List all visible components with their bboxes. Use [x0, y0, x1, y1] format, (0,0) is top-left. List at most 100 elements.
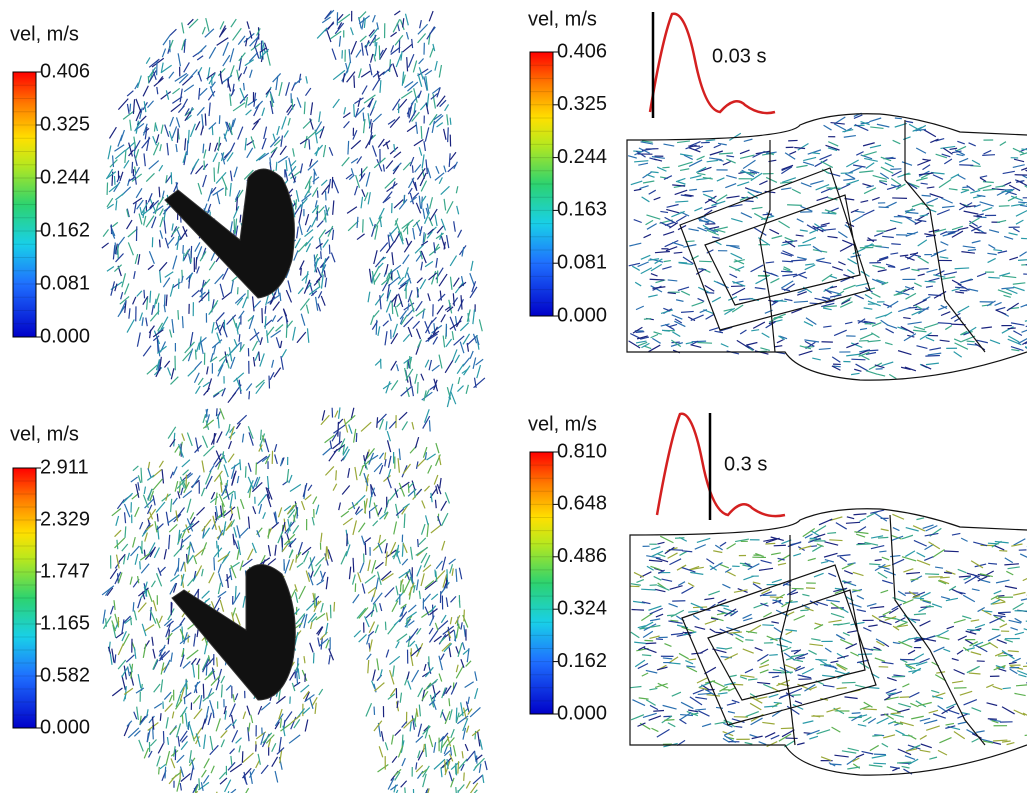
velocity-vector	[423, 594, 431, 603]
velocity-vector	[263, 512, 266, 519]
velocity-vector	[118, 237, 124, 246]
velocity-vector	[386, 421, 387, 430]
velocity-vector	[464, 625, 466, 637]
velocity-vector	[138, 254, 140, 265]
velocity-vector	[153, 659, 158, 670]
velocity-vector	[253, 357, 254, 366]
velocity-vector	[246, 97, 248, 108]
velocity-vector	[197, 107, 204, 115]
velocity-vector	[180, 89, 182, 103]
velocity-vector	[247, 148, 253, 158]
velocity-vector	[697, 678, 707, 683]
velocity-vector	[872, 265, 885, 268]
velocity-vector	[253, 296, 254, 311]
velocity-vector	[822, 274, 832, 281]
velocity-vector	[390, 542, 396, 556]
velocity-vector	[368, 660, 369, 673]
velocity-vector	[665, 547, 675, 553]
velocity-vector	[251, 715, 253, 723]
velocity-vector	[869, 564, 880, 565]
velocity-vector	[417, 579, 419, 590]
velocity-vector	[183, 661, 190, 668]
velocity-vector	[407, 82, 417, 91]
velocity-vector	[740, 330, 746, 334]
velocity-vector	[365, 135, 372, 148]
velocity-vector	[373, 114, 382, 122]
velocity-vector	[450, 118, 451, 125]
velocity-vector	[295, 592, 297, 602]
velocity-vector	[959, 165, 973, 166]
velocity-vector	[727, 544, 736, 550]
velocity-vector	[439, 355, 442, 369]
velocity-vector	[192, 159, 199, 170]
velocity-vector	[412, 422, 414, 429]
velocity-vector	[209, 261, 215, 270]
velocity-vector	[315, 145, 323, 154]
velocity-vector	[435, 623, 438, 631]
velocity-vector	[459, 568, 461, 580]
velocity-vector	[173, 256, 177, 270]
velocity-vector	[359, 68, 362, 78]
velocity-vector	[803, 237, 816, 242]
velocity-vector	[305, 214, 308, 225]
velocity-vector	[757, 682, 770, 683]
velocity-vector	[805, 265, 816, 270]
velocity-vector	[887, 678, 897, 681]
velocity-vector	[246, 110, 252, 115]
velocity-vector	[982, 610, 992, 615]
velocity-vector	[216, 680, 219, 690]
velocity-vector	[634, 572, 644, 577]
velocity-vector	[280, 293, 281, 301]
velocity-vector	[744, 139, 753, 141]
velocity-vector	[451, 392, 456, 405]
velocity-vector	[409, 641, 415, 647]
velocity-vector	[948, 710, 959, 714]
velocity-vector	[857, 596, 864, 600]
velocity-vector	[802, 594, 809, 596]
velocity-vector	[202, 542, 207, 555]
velocity-vector	[651, 274, 658, 276]
velocity-vector	[854, 295, 863, 299]
velocity-vector	[852, 713, 861, 714]
velocity-vector	[171, 603, 172, 613]
velocity-vector	[781, 728, 794, 729]
velocity-vector	[374, 310, 380, 317]
velocity-vector	[360, 36, 366, 42]
velocity-vector	[296, 671, 297, 685]
velocity-vector	[412, 670, 419, 682]
velocity-vector	[430, 114, 438, 125]
velocity-vector	[386, 301, 390, 313]
velocity-vector	[814, 534, 826, 538]
velocity-vector	[349, 49, 350, 63]
velocity-vector	[712, 237, 720, 238]
velocity-vector	[128, 179, 130, 186]
velocity-vector	[224, 507, 235, 516]
velocity-vector	[809, 736, 818, 739]
velocity-vector	[784, 299, 792, 301]
velocity-vector	[927, 208, 937, 212]
velocity-vector	[743, 160, 755, 168]
velocity-vector	[885, 202, 896, 207]
velocity-vector	[243, 596, 245, 608]
velocity-vector	[750, 703, 761, 710]
velocity-vector	[136, 149, 139, 159]
velocity-vector	[403, 544, 407, 553]
velocity-vector	[890, 169, 901, 170]
velocity-vector	[373, 78, 381, 90]
velocity-vector	[266, 295, 269, 305]
velocity-vector	[387, 477, 391, 488]
velocity-vector	[465, 682, 474, 688]
velocity-vector	[482, 775, 483, 783]
velocity-vector	[863, 709, 877, 710]
velocity-vector	[655, 589, 666, 591]
velocity-vector	[437, 305, 443, 314]
velocity-vector	[841, 173, 853, 174]
velocity-vector	[1007, 303, 1019, 311]
velocity-vector	[316, 297, 318, 311]
velocity-vector	[439, 177, 442, 183]
velocity-vector	[370, 64, 372, 75]
velocity-vector	[705, 620, 716, 624]
velocity-vector	[130, 104, 131, 112]
velocity-vector	[393, 665, 395, 676]
velocity-vector	[415, 165, 421, 173]
